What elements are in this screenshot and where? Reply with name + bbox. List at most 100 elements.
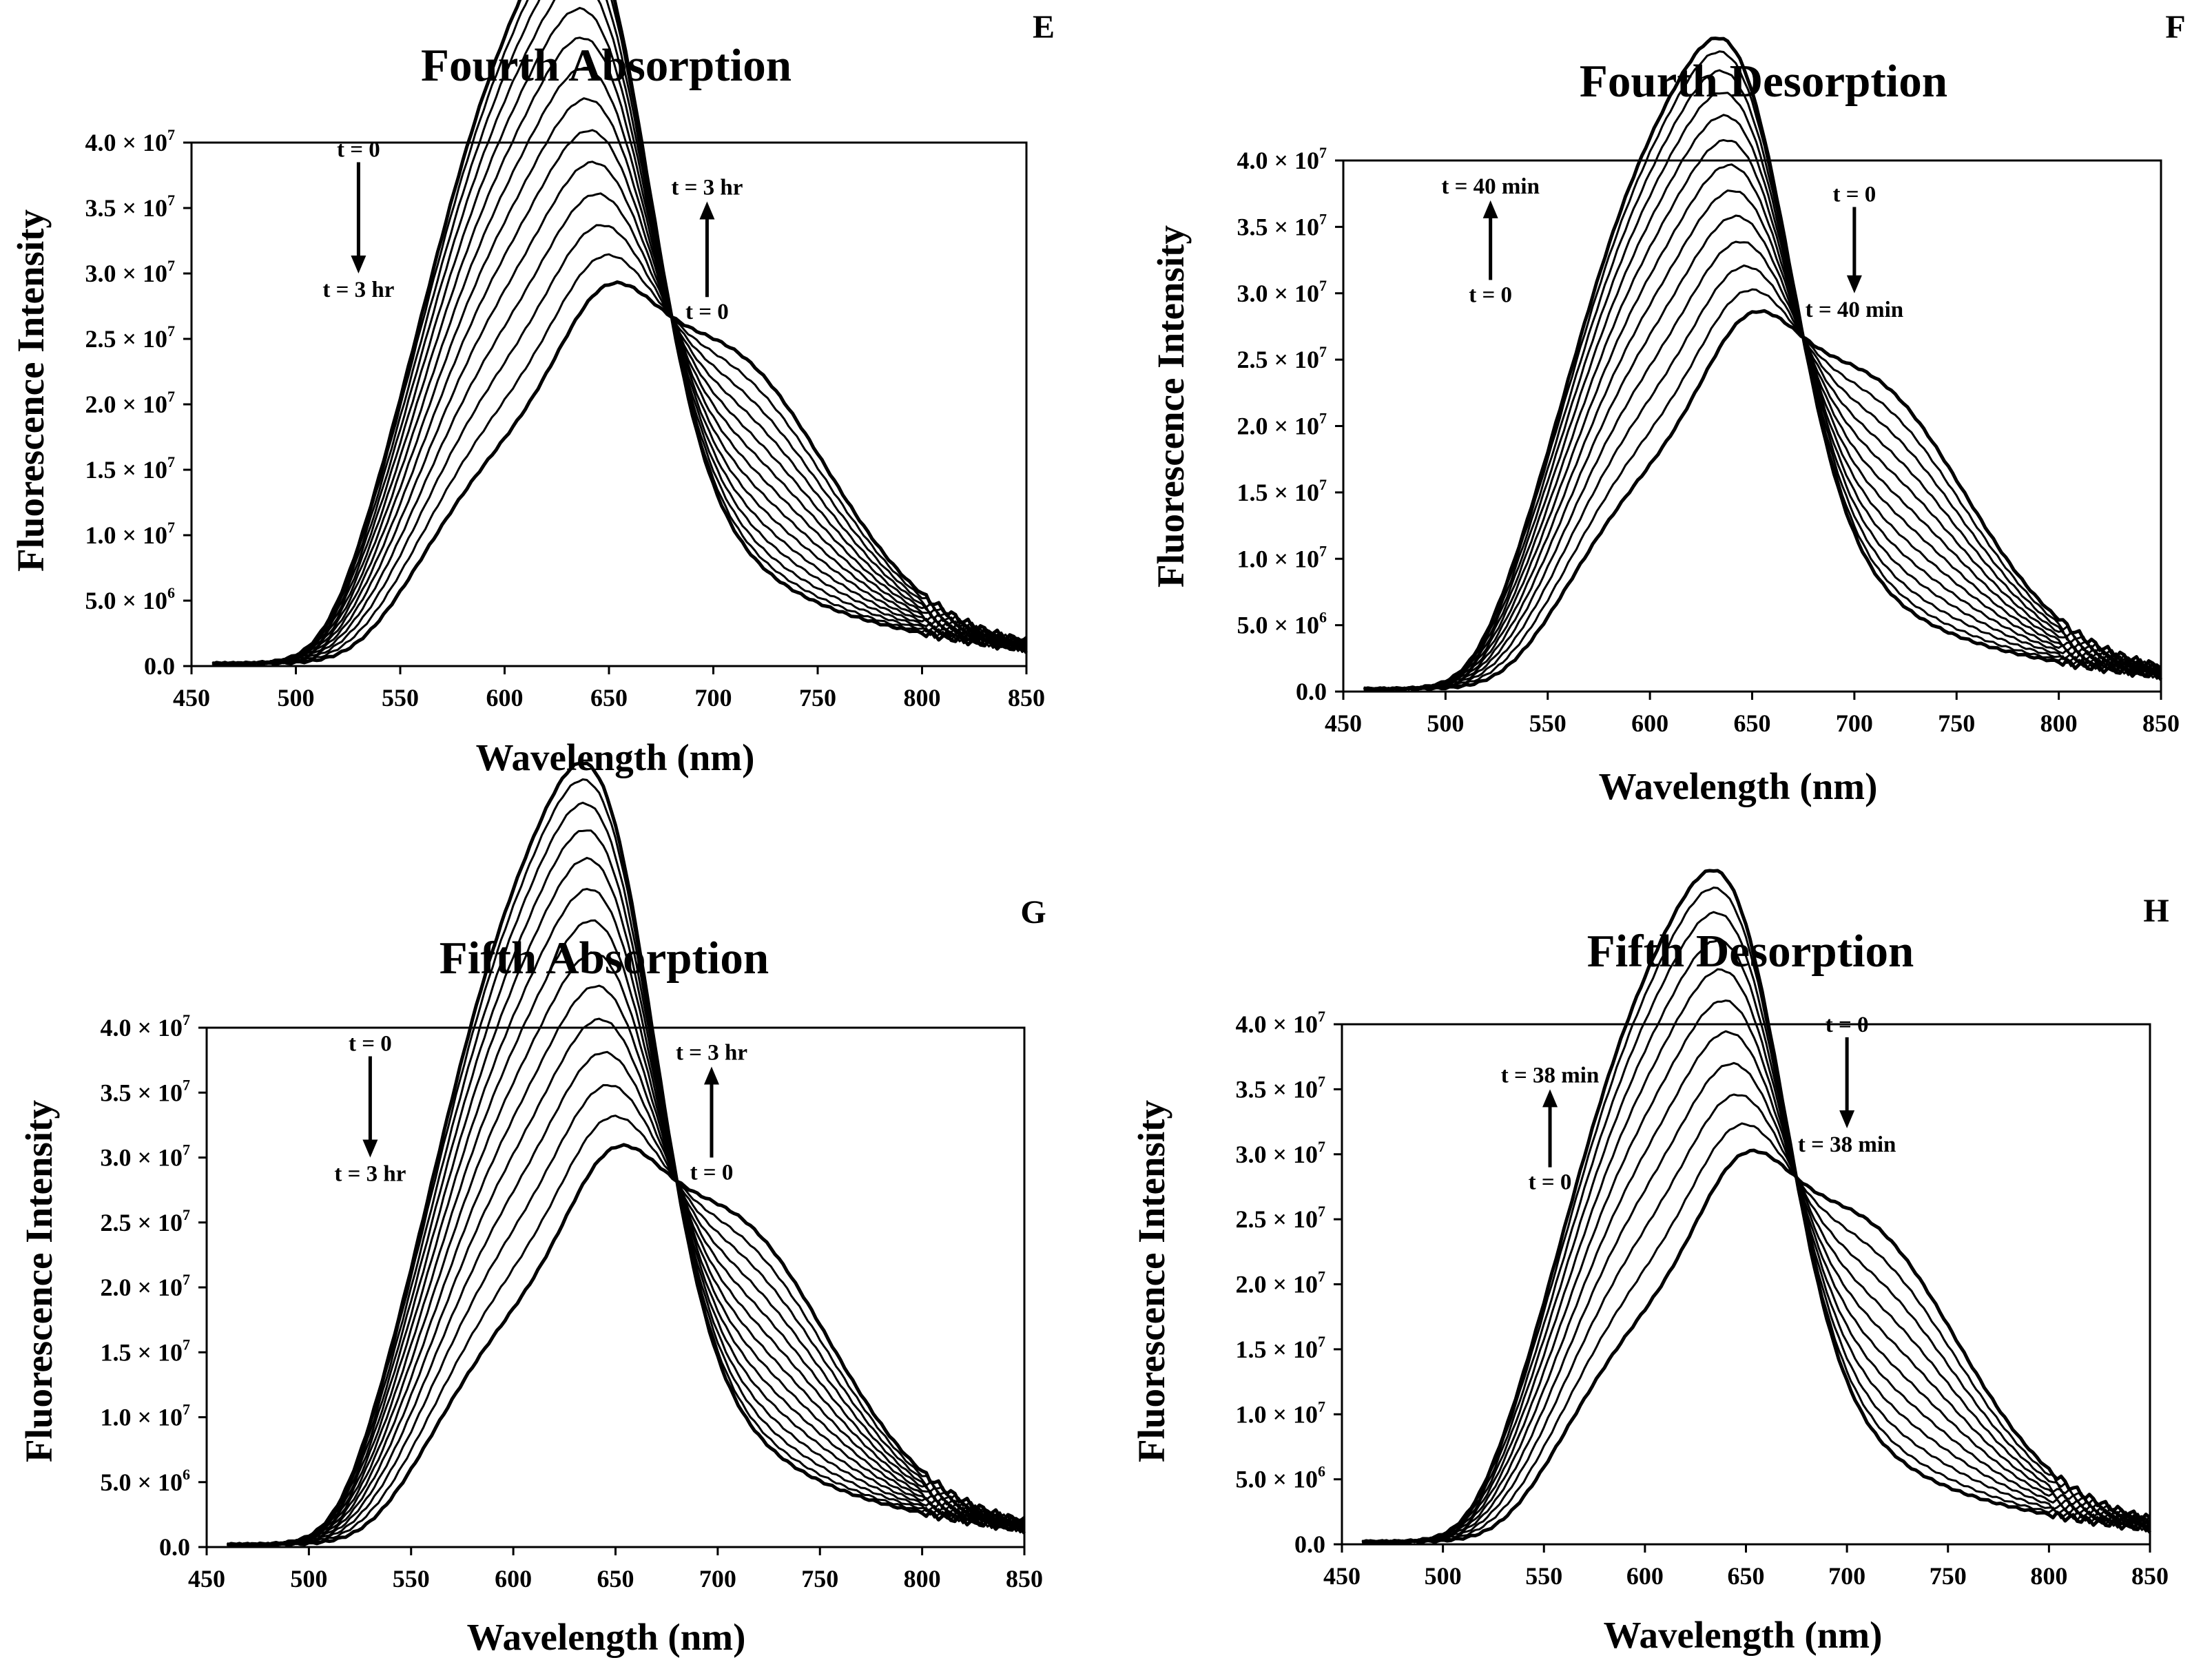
x-tick-label: 600 [486,684,524,712]
y-tick-label: 1.0 × 107 [1235,1398,1325,1428]
spectrum-line [227,919,1025,1546]
spectrum-line [1363,138,2162,691]
x-tick-label: 750 [1930,1562,1967,1590]
x-tick-label: 700 [1828,1562,1865,1590]
arrow-up-icon [699,201,715,220]
x-tick-label: 550 [393,1565,430,1593]
arrow-down-icon [1846,275,1862,293]
y-tick-label: 1.5 × 107 [85,453,175,484]
annotation-label: t = 0 [1832,182,1876,207]
plot-frame [205,1026,1026,1548]
spectrum-line [1363,265,2162,691]
spectrum-line [1361,911,2151,1544]
y-tick-label: 1.5 × 107 [1237,476,1327,506]
y-tick-label: 0.0 [144,652,175,680]
y-tick-label: 2.0 × 107 [100,1271,190,1301]
annotation-label: t = 0 [337,138,380,163]
spectrum-line [227,951,1026,1546]
panel-title: Fourth Desorption [1580,56,1947,107]
x-tick-label: 500 [1425,1562,1462,1590]
y-tick-label: 2.5 × 107 [1235,1203,1325,1233]
x-axis-label: Wavelength (nm) [476,736,755,778]
spectrum-line [1362,939,2151,1544]
x-tick-label: 700 [699,1565,736,1593]
y-tick-label: 2.5 × 107 [100,1206,190,1236]
arrow-up-icon [1542,1089,1558,1108]
y-tick-label: 2.5 × 107 [85,322,175,353]
panel-letter: H [2143,893,2169,929]
spectrum-line [1362,1148,2151,1544]
x-tick-label: 800 [2030,1562,2067,1590]
y-axis-label: Fluorescence Intensity [18,1100,60,1462]
spectrum-line [1363,163,2161,691]
y-tick-label: 5.0 × 106 [1237,609,1327,639]
arrow-down-icon [362,1139,378,1158]
annotation-label: t = 0 [690,1161,734,1185]
x-tick-label: 600 [495,1565,532,1593]
annotation-label: t = 3 hr [322,278,394,302]
y-tick-label: 3.5 × 107 [1237,210,1327,240]
x-tick-label: 850 [2131,1562,2169,1590]
spectrum-line [227,829,1026,1546]
spectrum-line [1363,69,2162,691]
annotation-label: t = 38 min [1798,1132,1896,1157]
panel-f: Fourth Desorption F 450 500 550 600 650 700 750 8… [1150,9,2186,807]
x-axis-label: Wavelength (nm) [1599,765,1878,807]
spectra [226,761,1026,1547]
spectrum-line [227,1143,1026,1547]
spectrum-line [212,66,1027,665]
x-tick-label: 450 [1323,1562,1361,1590]
annotation-label: t = 38 min [1501,1063,1600,1088]
x-tick-label: 750 [799,684,836,712]
x-tick-label: 550 [1529,709,1567,737]
arrow-down-icon [351,256,366,273]
spectrum-line [1362,1093,2151,1544]
spectrum-line [1362,886,2151,1544]
x-tick-label: 750 [801,1565,838,1593]
x-tick-label: 650 [1728,1562,1765,1590]
x-tick-label: 650 [590,684,628,712]
x-tick-label: 700 [695,684,732,712]
y-tick-label: 2.0 × 107 [1235,1268,1325,1298]
spectrum-line [211,0,1028,666]
x-axis-label: Wavelength (nm) [1604,1614,1883,1656]
y-tick-label: 4.0 × 107 [1237,144,1327,174]
spectrum-line [211,160,1028,665]
spectrum-line [1363,288,2162,691]
y-tick-label: 3.5 × 107 [1235,1072,1325,1103]
y-tick-label: 4.0 × 107 [100,1011,190,1041]
spectrum-line [1362,1030,2151,1544]
y-tick-label: 2.0 × 107 [1237,410,1327,440]
spectrum-line [1361,869,2151,1544]
spectrum-line [1363,240,2162,691]
panel-letter: E [1033,9,1055,45]
x-tick-label: 550 [382,684,419,712]
x-tick-label: 550 [1525,1562,1562,1590]
y-axis-label: Fluorescence Intensity [1130,1100,1172,1462]
y-tick-label: 5.0 × 106 [85,584,175,614]
y-tick-label: 5.0 × 106 [100,1466,190,1496]
y-tick-label: 1.5 × 107 [1235,1333,1325,1363]
y-tick-label: 0.0 [1294,1531,1325,1558]
y-tick-label: 4.0 × 107 [85,126,175,156]
spectrum-line [227,801,1025,1546]
plot-frame [190,141,1028,667]
x-tick-label: 500 [278,684,315,712]
x-tick-label: 700 [1836,709,1873,737]
spectrum-line [211,37,1028,665]
x-tick-label: 500 [290,1565,327,1593]
x-tick-label: 850 [1006,1565,1043,1593]
x-tick-label: 600 [1626,1562,1664,1590]
x-tick-label: 600 [1631,709,1668,737]
spectrum-line [212,253,1027,665]
annotation-label: t = 0 [1529,1170,1572,1195]
y-tick-label: 5.0 × 106 [1235,1463,1325,1493]
y-tick-label: 0.0 [159,1533,190,1561]
spectrum-line [227,1114,1025,1546]
x-tick-label: 850 [2142,709,2180,737]
annotation-label: t = 0 [1469,282,1512,307]
annotation-label: t = 40 min [1441,174,1540,199]
spectrum-line [1361,968,2151,1544]
